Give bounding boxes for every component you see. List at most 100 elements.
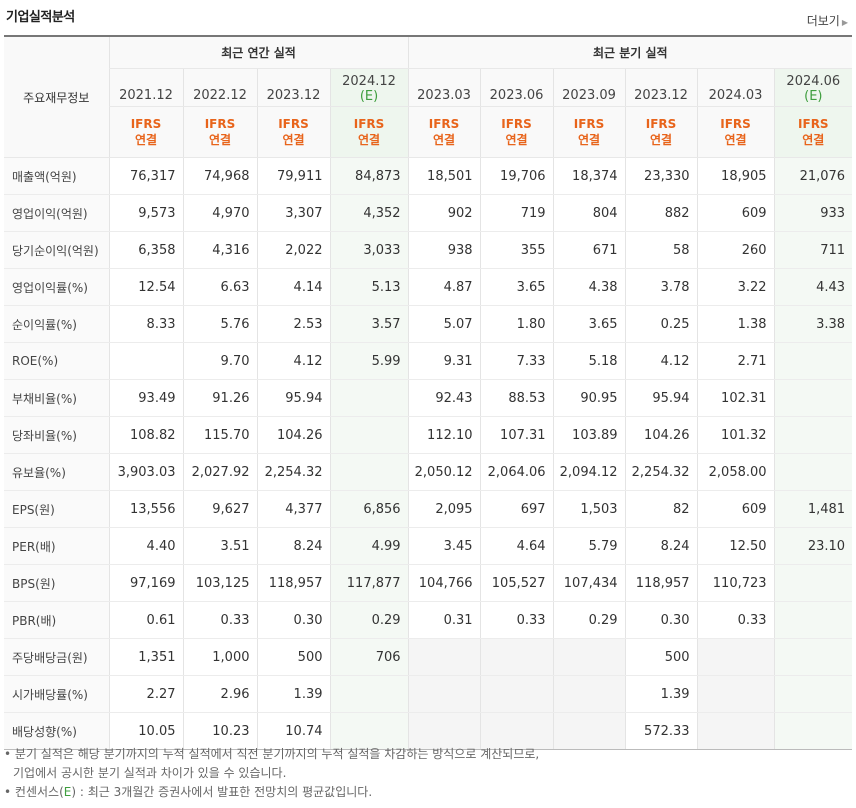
table-cell: 18,905 xyxy=(696,157,775,195)
table-cell: 6,856 xyxy=(329,490,409,528)
table-row: 영업이익률(%) 12.54 6.63 4.14 5.13 4.87 3.65 4.38 3.7… xyxy=(4,268,853,306)
table-cell: 4,970 xyxy=(182,194,257,232)
period-label: 2022.12 xyxy=(193,88,247,103)
table-cell: 58 xyxy=(624,231,698,269)
period-header: 2023.12 xyxy=(624,68,698,107)
row-label: 유보율(%) xyxy=(4,453,109,491)
table-cell xyxy=(407,675,481,713)
table-cell xyxy=(329,675,409,713)
table-cell xyxy=(552,712,626,750)
table-cell xyxy=(552,638,626,676)
table-cell: 9.31 xyxy=(407,342,481,380)
table-cell xyxy=(552,675,626,713)
period-header: 2023.12 xyxy=(256,68,330,107)
table-cell: 79,911 xyxy=(256,157,330,195)
table-cell: 3.45 xyxy=(407,527,481,565)
row-label: 부채비율(%) xyxy=(4,379,109,417)
table-cell: 706 xyxy=(329,638,409,676)
more-label: 더보기 xyxy=(806,14,840,28)
accounting-standard: IFRS 연결 xyxy=(108,106,183,158)
table-cell xyxy=(773,675,853,713)
table-cell: 10.05 xyxy=(108,712,183,750)
table-cell: 8.33 xyxy=(108,305,183,343)
table-cell: 3,033 xyxy=(329,231,409,269)
period-label: 2023.12 xyxy=(634,88,688,103)
chevron-right-icon: ▶ xyxy=(841,18,848,27)
accounting-standard: IFRS 연결 xyxy=(256,106,330,158)
table-cell: 7.33 xyxy=(479,342,554,380)
table-cell: 938 xyxy=(407,231,481,269)
period-header-row: 2021.12 2022.12 2023.12 2024.12 (E) 2023.03 20… xyxy=(4,68,853,107)
more-link[interactable]: 더보기 ▶ xyxy=(807,12,848,29)
estimate-mark: (E) xyxy=(804,89,823,104)
period-header: 2022.12 xyxy=(182,68,257,107)
table-cell: 110,723 xyxy=(696,564,775,602)
table-cell: 882 xyxy=(624,194,698,232)
table-cell xyxy=(773,342,853,380)
period-header: 2024.12 (E) xyxy=(329,68,409,107)
table-cell: 0.30 xyxy=(256,601,330,639)
table-row: PBR(배) 0.61 0.33 0.30 0.29 0.31 0.33 0.29 0.30 0.… xyxy=(4,601,853,639)
period-label: 2023.06 xyxy=(489,88,544,103)
table-cell: 2,254.32 xyxy=(624,453,698,491)
table-cell: 3,307 xyxy=(256,194,330,232)
table-cell: 9,627 xyxy=(182,490,257,528)
footnote-quarterly-cont: 기업에서 공시한 분기 실적과 차이가 있을 수 있습니다. xyxy=(13,766,287,780)
table-cell: 500 xyxy=(256,638,330,676)
table-cell: 118,957 xyxy=(256,564,330,602)
ifrs-header-row: IFRS 연결 IFRS 연결 IFRS 연결 IFRS 연결 IFRS 연결 IFRS 연결 IFRS… xyxy=(4,106,853,158)
table-cell: 0.33 xyxy=(696,601,775,639)
table-cell xyxy=(479,675,554,713)
table-cell: 0.31 xyxy=(407,601,481,639)
table-cell: 2,254.32 xyxy=(256,453,330,491)
table-cell: 4.64 xyxy=(479,527,554,565)
table-cell: 5.07 xyxy=(407,305,481,343)
table-cell: 697 xyxy=(479,490,554,528)
table-row: 유보율(%) 3,903.03 2,027.92 2,254.32 2,050.12 2,… xyxy=(4,453,853,491)
table-cell: 2.96 xyxy=(182,675,257,713)
row-label: 매출액(억원) xyxy=(4,157,109,195)
accounting-standard: IFRS 연결 xyxy=(552,106,626,158)
table-cell: 5.13 xyxy=(329,268,409,306)
table-row: 매출액(억원) 76,317 74,968 79,911 84,873 18,501 19,… xyxy=(4,157,853,195)
table-cell: 2,094.12 xyxy=(552,453,626,491)
row-label: 순이익률(%) xyxy=(4,305,109,343)
table-cell: 0.25 xyxy=(624,305,698,343)
table-cell: 1.39 xyxy=(256,675,330,713)
accounting-standard: IFRS 연결 xyxy=(407,106,481,158)
table-cell: 3.22 xyxy=(696,268,775,306)
table-cell: 10.23 xyxy=(182,712,257,750)
period-label: 2021.12 xyxy=(119,88,173,103)
table-cell: 10.74 xyxy=(256,712,330,750)
table-row: 당기순이익(억원) 6,358 4,316 2,022 3,033 938 355 671 58… xyxy=(4,231,853,269)
table-cell: 19,706 xyxy=(479,157,554,195)
row-label: 주당배당금(원) xyxy=(4,638,109,676)
table-cell: 91.26 xyxy=(182,379,257,417)
table-cell xyxy=(329,416,409,454)
period-label: 2024.12 xyxy=(342,74,396,89)
table-cell: 2,027.92 xyxy=(182,453,257,491)
table-cell: 9,573 xyxy=(108,194,183,232)
row-label: PBR(배) xyxy=(4,601,109,639)
table-cell: 4.43 xyxy=(773,268,853,306)
table-cell: 4,316 xyxy=(182,231,257,269)
accounting-standard: IFRS 연결 xyxy=(182,106,257,158)
table-cell: 1.39 xyxy=(624,675,698,713)
footnotes: • 분기 실적은 해당 분기까지의 누적 실적에서 직전 분기까지의 누적 실적… xyxy=(4,745,539,802)
table-cell: 101.32 xyxy=(696,416,775,454)
table-cell: 108.82 xyxy=(108,416,183,454)
period-header: 2024.06 (E) xyxy=(773,68,853,107)
table-cell: 671 xyxy=(552,231,626,269)
table-cell: 8.24 xyxy=(624,527,698,565)
table-cell: 104.26 xyxy=(256,416,330,454)
table-cell: 1.38 xyxy=(696,305,775,343)
table-cell: 0.33 xyxy=(182,601,257,639)
table-cell: 82 xyxy=(624,490,698,528)
table-cell: 97,169 xyxy=(108,564,183,602)
table-cell: 23.10 xyxy=(773,527,853,565)
table-row: ROE(%) 9.70 4.12 5.99 9.31 7.33 5.18 4.12 2.71 xyxy=(4,342,853,380)
table-cell xyxy=(479,712,554,750)
table-cell xyxy=(696,638,775,676)
table-cell: 4.12 xyxy=(624,342,698,380)
table-cell: 92.43 xyxy=(407,379,481,417)
